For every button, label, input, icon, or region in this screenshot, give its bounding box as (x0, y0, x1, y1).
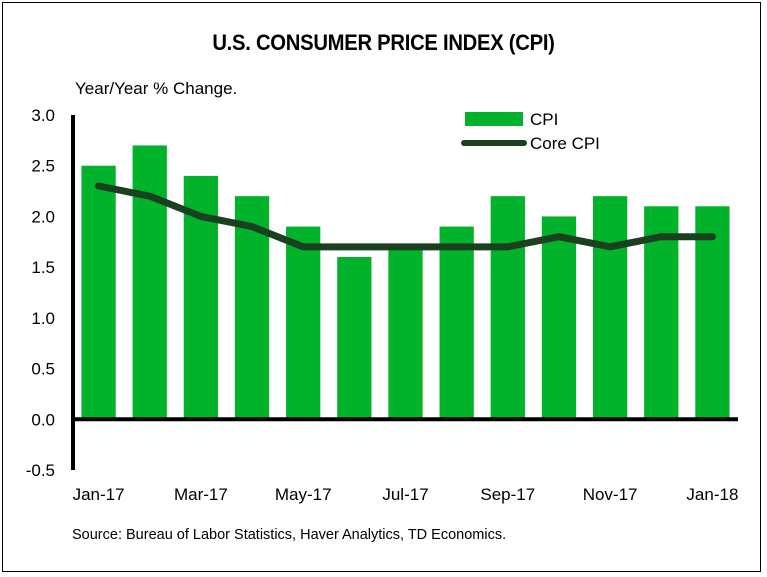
line-core-cpi (95, 182, 716, 251)
x-tick-label: Mar-17 (174, 485, 228, 504)
lines-group (95, 182, 716, 251)
bar-cpi-jan-17 (81, 165, 116, 420)
bar-cpi-nov-17 (592, 196, 628, 420)
x-tick-label: Nov-17 (583, 485, 638, 504)
bar-cpi-jun-17 (337, 257, 372, 420)
x-tick-label: Jan-18 (686, 485, 738, 504)
bar-cpi-feb-17 (132, 145, 167, 420)
y-tick-label: 1.5 (31, 258, 55, 277)
legend: CPI Core CPI (461, 110, 600, 153)
bar-cpi-sep-17 (490, 196, 525, 420)
source-note: Source: Bureau of Labor Statistics, Have… (72, 527, 507, 543)
legend-label-core-cpi: Core CPI (530, 134, 600, 153)
x-tick-label: May-17 (275, 485, 332, 504)
x-ticks-group: Jan-17 Mar-17 May-17 Jul-17 Sep-17 Nov-17 Jan-… (73, 485, 739, 504)
y-tick-label: 2.0 (31, 207, 55, 226)
x-tick-label: Jul-17 (382, 485, 428, 504)
bar-cpi-jul-17 (388, 246, 423, 420)
y-tick-label: 3.0 (31, 106, 55, 125)
bar-cpi-may-17 (286, 226, 321, 420)
y-tick-label: -0.5 (26, 461, 55, 480)
y-axis-label: Year/Year % Change. (75, 79, 238, 98)
bars-group (81, 145, 730, 420)
legend-label-cpi: CPI (530, 110, 558, 129)
axes-group (71, 115, 738, 470)
chart-title: U.S. CONSUMER PRICE INDEX (CPI) (212, 30, 555, 55)
y-tick-label: 1.0 (31, 309, 55, 328)
y-tick-label: 2.5 (31, 157, 55, 176)
bar-cpi-aug-17 (439, 226, 474, 420)
bar-cpi-jan-18 (695, 206, 730, 420)
bar-cpi-oct-17 (541, 216, 577, 420)
x-tick-label: Sep-17 (480, 485, 535, 504)
legend-swatch-cpi (465, 112, 523, 126)
y-ticks-group: 3.0 2.5 2.0 1.5 1.0 0.5 0.0 -0.5 (26, 106, 55, 480)
chart-frame (2, 2, 761, 572)
y-tick-label: 0.5 (31, 360, 55, 379)
x-tick-label: Jan-17 (73, 485, 125, 504)
y-tick-label: 0.0 (31, 410, 55, 429)
